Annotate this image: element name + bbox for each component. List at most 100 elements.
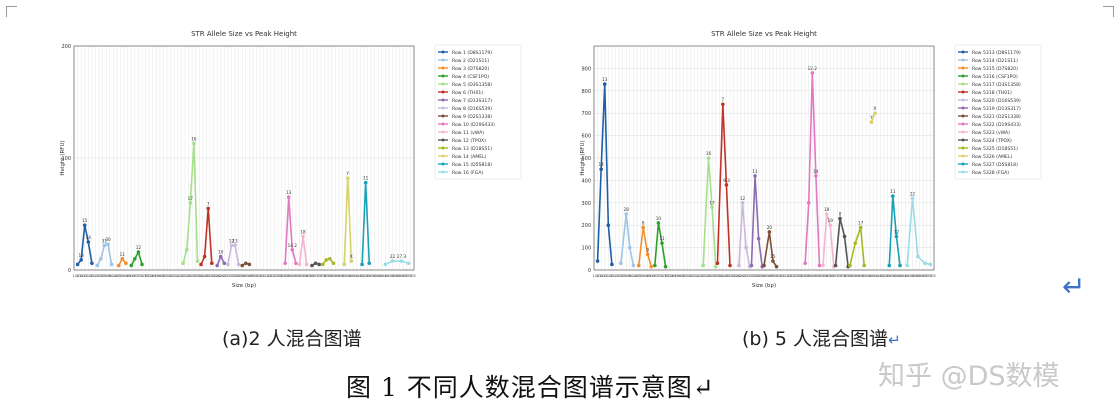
data-point	[75, 262, 80, 267]
series-line	[343, 178, 353, 265]
data-point	[737, 263, 741, 268]
data-label: 9.3	[723, 178, 730, 183]
legend-entry: Row 7 (D13S317)	[452, 98, 492, 104]
legend-marker	[961, 138, 965, 142]
data-label: 12	[136, 245, 142, 250]
x-tick-label: 378	[319, 274, 327, 278]
legend-marker	[441, 82, 445, 86]
data-label: 7	[722, 97, 725, 102]
data-point	[106, 242, 110, 247]
data-label: 14	[86, 235, 92, 240]
series-line	[361, 182, 371, 265]
data-point	[624, 212, 629, 216]
data-point	[297, 262, 302, 267]
x-tick-label: 270	[743, 274, 751, 278]
x-tick-label: 278	[750, 274, 758, 278]
x-tick-label: 286	[757, 274, 765, 278]
x-tick-label: 414	[352, 274, 360, 278]
x-tick-label: 286	[237, 274, 245, 278]
x-tick-label: 474	[405, 274, 413, 278]
caption-b: (b) 5 人混合图谱↵	[742, 324, 901, 351]
data-point	[660, 241, 664, 245]
x-tick-label: 162	[126, 274, 133, 278]
data-point	[363, 180, 368, 185]
data-point	[236, 262, 241, 267]
legend-marker	[961, 66, 965, 70]
data-label: 9	[646, 247, 649, 252]
data-label: 12	[229, 238, 235, 243]
x-tick-label: 186	[148, 274, 156, 278]
x-tick-label: 378	[839, 274, 847, 278]
data-point	[99, 257, 103, 261]
x-tick-label: 110	[80, 274, 88, 278]
x-tick-label: 370	[312, 274, 320, 278]
data-point	[923, 261, 927, 266]
legend-entry: Row 5328 (FGA)	[972, 170, 1009, 176]
x-tick-label: 106	[596, 274, 604, 278]
x-tick-label: 398	[857, 274, 865, 278]
legend-entry: Row 5326 (AMEL)	[972, 154, 1013, 160]
legend-marker	[961, 146, 965, 150]
x-tick-label: 394	[334, 274, 342, 278]
x-tick-label: 426	[362, 274, 370, 278]
x-tick-label: 442	[377, 274, 384, 278]
legend-entry: Row 14 (AMEL)	[452, 154, 487, 160]
y-tick-label: 800	[581, 89, 591, 95]
x-tick-label: 178	[660, 274, 668, 278]
data-point	[838, 216, 842, 221]
x-tick-label: 350	[294, 274, 302, 278]
x-tick-label: 250	[205, 274, 213, 278]
x-tick-label: 210	[169, 274, 177, 278]
x-tick-label: 402	[341, 274, 348, 278]
legend-entry: Row 5314 (D21S11)	[972, 58, 1018, 64]
x-tick-label: 406	[344, 274, 352, 278]
x-tick-label: 134	[101, 274, 109, 278]
data-label: 22	[390, 254, 396, 259]
x-tick-label: 290	[761, 274, 769, 278]
legend-entry: Row 5315 (D7S820)	[972, 66, 1018, 72]
x-tick-label: 434	[369, 274, 377, 278]
x-tick-label: 274	[746, 274, 754, 278]
x-tick-label: 274	[226, 274, 234, 278]
data-label: 12	[894, 229, 900, 234]
x-tick-label: 174	[137, 274, 145, 278]
series-line	[385, 260, 409, 266]
chart-title: STR Allele Size vs Peak Height	[711, 30, 817, 38]
data-point	[916, 254, 920, 259]
x-tick-label: 170	[133, 274, 141, 278]
data-label: 18	[824, 207, 830, 212]
legend-entry: Row 5313 (D8S1179)	[972, 50, 1021, 56]
data-point	[610, 262, 614, 267]
legend-marker	[961, 130, 965, 134]
data-point	[390, 259, 395, 263]
x-tick-label: 198	[158, 274, 166, 278]
legend-marker	[961, 98, 965, 102]
x-tick-label: 466	[918, 274, 926, 278]
legend-entry: Row 4 (CSF1PO)	[452, 74, 489, 80]
x-tick-label: 446	[900, 274, 908, 278]
series-line	[637, 227, 653, 267]
legend-entry: Row 16 (FGA)	[452, 170, 483, 176]
legend-marker	[441, 58, 445, 62]
x-tick-label: 246	[201, 274, 209, 278]
data-point	[710, 205, 714, 210]
x-tick-label: 146	[632, 274, 640, 278]
data-point	[240, 263, 245, 268]
data-point	[905, 263, 909, 268]
legend-entry: Row 5323 (vWA)	[972, 130, 1010, 136]
data-point	[721, 102, 725, 107]
figure-title: 图 1 不同人数混合图谱示意图↵	[346, 373, 715, 402]
data-point	[313, 261, 318, 266]
x-tick-label: 334	[800, 274, 808, 278]
data-point	[862, 263, 867, 268]
x-tick-label: 102	[592, 274, 599, 278]
data-point	[821, 263, 825, 268]
data-point	[701, 263, 705, 268]
data-point	[740, 201, 745, 205]
x-tick-label: 302	[251, 274, 258, 278]
series-line	[130, 249, 143, 266]
data-point	[599, 167, 603, 171]
return-arrow-icon: ↵	[1062, 270, 1086, 303]
y-tick-label: 300	[581, 201, 591, 207]
data-point	[209, 261, 214, 266]
